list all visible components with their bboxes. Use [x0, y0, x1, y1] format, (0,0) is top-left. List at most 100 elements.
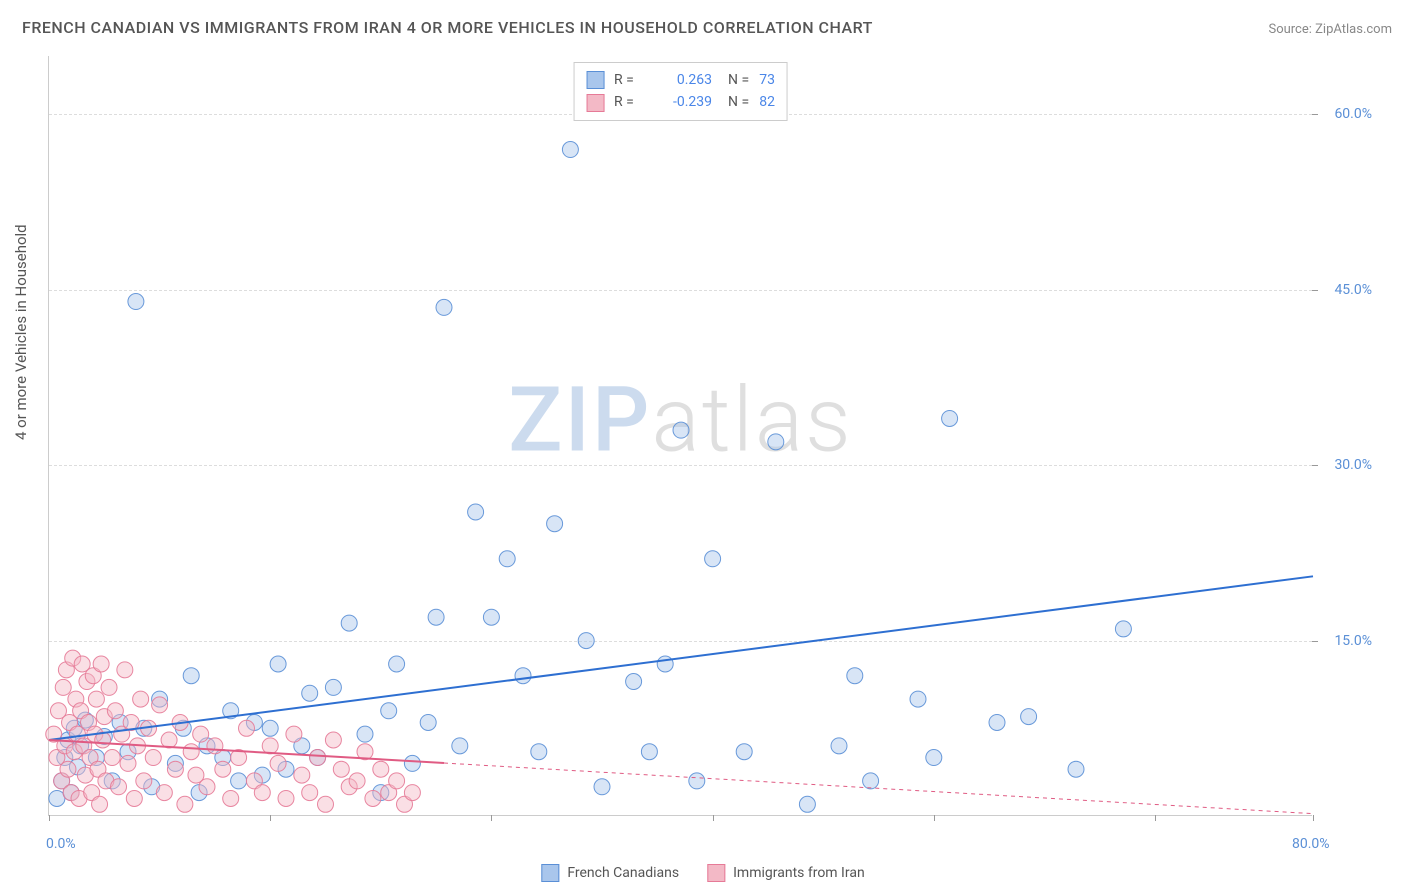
data-point: [278, 790, 294, 806]
data-point: [341, 615, 357, 631]
data-point: [161, 732, 177, 748]
legend-item-0: French Canadians: [541, 864, 679, 882]
xtick-max: 80.0%: [1292, 836, 1330, 852]
n-value-0: 73: [759, 69, 775, 91]
ytick-label: 30.0%: [1334, 457, 1372, 473]
data-point: [847, 668, 863, 684]
data-point: [207, 738, 223, 754]
data-point: [673, 422, 689, 438]
data-point: [128, 294, 144, 310]
data-point: [270, 656, 286, 672]
legend-item-1: Immigrants from Iran: [707, 864, 865, 882]
data-point: [104, 750, 120, 766]
ytick-label: 15.0%: [1334, 633, 1372, 649]
data-point: [145, 750, 161, 766]
data-point: [483, 609, 499, 625]
legend-swatch: [707, 864, 725, 882]
data-point: [452, 738, 468, 754]
r-value-0: 0.263: [654, 69, 712, 91]
data-point: [107, 703, 123, 719]
data-point: [594, 779, 610, 795]
data-point: [49, 790, 65, 806]
data-point: [92, 796, 108, 812]
data-point: [910, 691, 926, 707]
xtick-mark: [49, 815, 50, 821]
y-axis-label: 4 or more Vehicles in Household: [12, 224, 30, 440]
data-point: [1021, 709, 1037, 725]
data-point: [736, 744, 752, 760]
data-point: [799, 796, 815, 812]
data-point: [88, 691, 104, 707]
ytick-mark: [1312, 114, 1318, 115]
data-point: [420, 714, 436, 730]
data-point: [325, 679, 341, 695]
data-point: [531, 744, 547, 760]
ytick-label: 45.0%: [1334, 282, 1372, 298]
data-point: [117, 662, 133, 678]
data-point: [333, 761, 349, 777]
data-point: [60, 761, 76, 777]
data-point: [989, 714, 1005, 730]
data-point: [515, 668, 531, 684]
scatter-overlay: [49, 56, 1312, 815]
ytick-mark: [1312, 641, 1318, 642]
data-point: [262, 720, 278, 736]
data-point: [318, 796, 334, 812]
xtick-mark: [713, 815, 714, 821]
data-point: [926, 750, 942, 766]
series-legend: French Canadians Immigrants from Iran: [541, 864, 864, 882]
r-label: R =: [614, 91, 644, 113]
data-point: [349, 773, 365, 789]
data-point: [373, 761, 389, 777]
source-label: Source: ZipAtlas.com: [1268, 22, 1392, 37]
data-point: [55, 679, 71, 695]
xtick-mark: [1313, 815, 1314, 821]
data-point: [641, 744, 657, 760]
r-value-1: -0.239: [654, 91, 712, 113]
data-point: [101, 679, 117, 695]
data-point: [547, 516, 563, 532]
data-point: [215, 761, 231, 777]
data-point: [499, 551, 515, 567]
data-point: [156, 785, 172, 801]
data-point: [863, 773, 879, 789]
data-point: [468, 504, 484, 520]
data-point: [325, 732, 341, 748]
plot-area: 15.0%30.0%45.0%60.0% ZIPatlas R = 0.263 …: [48, 56, 1312, 816]
data-point: [183, 668, 199, 684]
data-point: [428, 609, 444, 625]
n-label: N =: [728, 69, 749, 91]
data-point: [705, 551, 721, 567]
trend-line: [49, 576, 1313, 740]
data-point: [768, 434, 784, 450]
data-point: [389, 656, 405, 672]
data-point: [111, 779, 127, 795]
data-point: [239, 720, 255, 736]
xtick-min: 0.0%: [46, 836, 76, 852]
data-point: [657, 656, 673, 672]
legend-label-0: French Canadians: [567, 865, 679, 881]
data-point: [404, 755, 420, 771]
data-point: [120, 755, 136, 771]
data-point: [193, 726, 209, 742]
legend-row-1: R = -0.239 N = 82: [586, 91, 775, 113]
data-point: [365, 790, 381, 806]
data-point: [223, 790, 239, 806]
data-point: [302, 685, 318, 701]
data-point: [254, 785, 270, 801]
legend-row-0: R = 0.263 N = 73: [586, 69, 775, 91]
data-point: [689, 773, 705, 789]
chart-title: FRENCH CANADIAN VS IMMIGRANTS FROM IRAN …: [22, 18, 873, 37]
legend-swatch-1: [586, 94, 604, 112]
data-point: [404, 785, 420, 801]
data-point: [167, 761, 183, 777]
data-point: [152, 697, 168, 713]
ytick-label: 60.0%: [1334, 106, 1372, 122]
xtick-mark: [491, 815, 492, 821]
legend-swatch: [541, 864, 559, 882]
data-point: [942, 410, 958, 426]
trend-line-dashed: [444, 763, 1313, 814]
data-point: [578, 633, 594, 649]
data-point: [436, 299, 452, 315]
ytick-mark: [1312, 290, 1318, 291]
